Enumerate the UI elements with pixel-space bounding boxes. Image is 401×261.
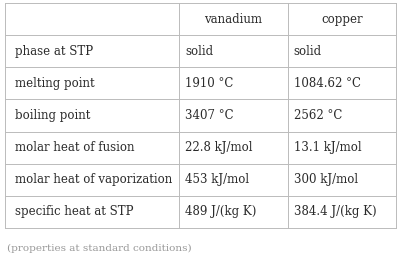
- Text: 453 kJ/mol: 453 kJ/mol: [185, 173, 249, 186]
- Text: 489 J/(kg K): 489 J/(kg K): [185, 205, 256, 218]
- Text: solid: solid: [294, 45, 322, 58]
- Text: 22.8 kJ/mol: 22.8 kJ/mol: [185, 141, 253, 154]
- Text: 384.4 J/(kg K): 384.4 J/(kg K): [294, 205, 376, 218]
- Text: 2562 °C: 2562 °C: [294, 109, 342, 122]
- Text: (properties at standard conditions): (properties at standard conditions): [7, 244, 192, 253]
- Text: specific heat at STP: specific heat at STP: [15, 205, 134, 218]
- Text: 1084.62 °C: 1084.62 °C: [294, 77, 360, 90]
- Text: solid: solid: [185, 45, 213, 58]
- Text: 300 kJ/mol: 300 kJ/mol: [294, 173, 358, 186]
- Text: molar heat of fusion: molar heat of fusion: [15, 141, 134, 154]
- Text: copper: copper: [321, 13, 363, 26]
- Text: vanadium: vanadium: [205, 13, 262, 26]
- Text: phase at STP: phase at STP: [15, 45, 93, 58]
- Text: molar heat of vaporization: molar heat of vaporization: [15, 173, 172, 186]
- Text: 3407 °C: 3407 °C: [185, 109, 234, 122]
- Text: melting point: melting point: [15, 77, 95, 90]
- Text: 1910 °C: 1910 °C: [185, 77, 233, 90]
- Text: 13.1 kJ/mol: 13.1 kJ/mol: [294, 141, 361, 154]
- Text: boiling point: boiling point: [15, 109, 90, 122]
